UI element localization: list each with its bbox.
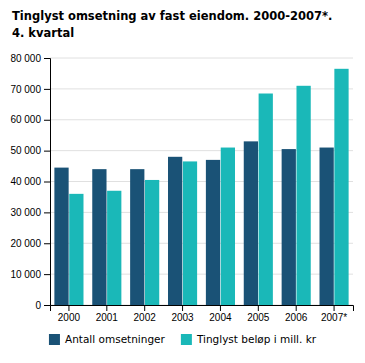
tick-label: 80 000 (10, 53, 41, 64)
legend-item: Antall omsetninger (49, 333, 166, 345)
tick-label: 2002 (134, 312, 157, 323)
tick-label: 2001 (96, 312, 119, 323)
grid (50, 58, 353, 305)
y-tick: 20 000 (10, 238, 50, 249)
y-tick: 70 000 (10, 84, 50, 95)
legend-swatch (181, 334, 192, 345)
x-axis: 2000 2001 2002 2003 2004 2005 2006 2007* (51, 305, 354, 323)
tick-label: 0 (35, 300, 41, 311)
tick-label: 2005 (247, 312, 270, 323)
x-tick: 2003 (171, 305, 194, 323)
y-tick: 30 000 (10, 207, 50, 218)
bar (69, 194, 83, 305)
tick-label: 10 000 (10, 269, 41, 280)
legend-swatch (49, 334, 60, 345)
tick-label: 2006 (285, 312, 308, 323)
x-tick: 2006 (285, 305, 308, 323)
tick-mark (334, 305, 335, 311)
tick-mark (258, 305, 259, 311)
bar (145, 180, 159, 305)
tick-mark (44, 212, 50, 213)
y-tick: 0 (35, 300, 50, 311)
x-tick: 2000 (58, 305, 81, 323)
tick-mark (44, 89, 50, 90)
subtitle: 4. kvartal (12, 26, 74, 40)
tick-mark (44, 182, 50, 183)
legend-label: Antall omsetninger (65, 333, 166, 345)
tick-mark (44, 305, 50, 306)
y-tick: 80 000 (10, 53, 50, 64)
x-tick: 2007* (321, 305, 347, 323)
bar (168, 157, 182, 305)
x-tick: 2001 (96, 305, 119, 323)
legend-label: Tinglyst beløp i mill. kr (196, 333, 317, 345)
axis-line (44, 59, 51, 306)
grid-line (50, 58, 353, 59)
bar (54, 168, 68, 305)
tick-mark (68, 305, 69, 311)
bar (206, 160, 220, 305)
tick-mark (106, 305, 107, 311)
tick-label: 50 000 (10, 145, 41, 156)
bar-series (54, 141, 333, 305)
axis-line (51, 306, 354, 312)
tick-label: 40 000 (10, 176, 41, 187)
bar (282, 149, 296, 305)
bar (107, 191, 121, 305)
tick-mark (44, 120, 50, 121)
title: Tinglyst omsetning av fast eiendom. 2000… (12, 9, 332, 23)
tick-label: 2003 (171, 312, 194, 323)
bar (221, 148, 235, 305)
x-tick: 2005 (247, 305, 270, 323)
x-tick: 2004 (209, 305, 232, 323)
tick-mark (144, 305, 145, 311)
legend-item: Tinglyst beløp i mill. kr (181, 333, 317, 345)
tick-mark (44, 243, 50, 244)
bar (334, 69, 348, 305)
tick-mark (220, 305, 221, 311)
bar (130, 169, 144, 305)
bar (296, 86, 310, 305)
tick-mark (296, 305, 297, 311)
legend: Antall omsetninger Tinglyst beløp i mill.… (49, 333, 317, 345)
bar (320, 148, 334, 305)
tick-label: 2000 (58, 312, 81, 323)
plot: 0 10 000 20 000 30 000 40 000 50 000 60 000 70 … (10, 53, 353, 323)
bar (183, 161, 197, 305)
y-axis: 0 10 000 20 000 30 000 40 000 50 000 60 000 70 … (10, 53, 50, 311)
tick-label: 70 000 (10, 84, 41, 95)
bar (92, 169, 106, 305)
y-tick: 60 000 (10, 114, 50, 125)
y-tick: 50 000 (10, 145, 50, 156)
tick-label: 20 000 (10, 238, 41, 249)
tick-label: 30 000 (10, 207, 41, 218)
tick-label: 2007* (321, 312, 347, 323)
tick-label: 60 000 (10, 114, 41, 125)
tick-mark (44, 274, 50, 275)
bar (244, 141, 258, 305)
bars (54, 69, 348, 305)
tick-mark (182, 305, 183, 311)
x-tick: 2002 (134, 305, 157, 323)
chart: Tinglyst omsetning av fast eiendom. 2000… (0, 0, 365, 363)
tick-mark (44, 151, 50, 152)
bar (259, 94, 273, 305)
y-tick: 10 000 (10, 269, 50, 280)
tick-mark (44, 58, 50, 59)
tick-label: 2004 (209, 312, 232, 323)
y-tick: 40 000 (10, 176, 50, 187)
bar-series (69, 69, 348, 305)
